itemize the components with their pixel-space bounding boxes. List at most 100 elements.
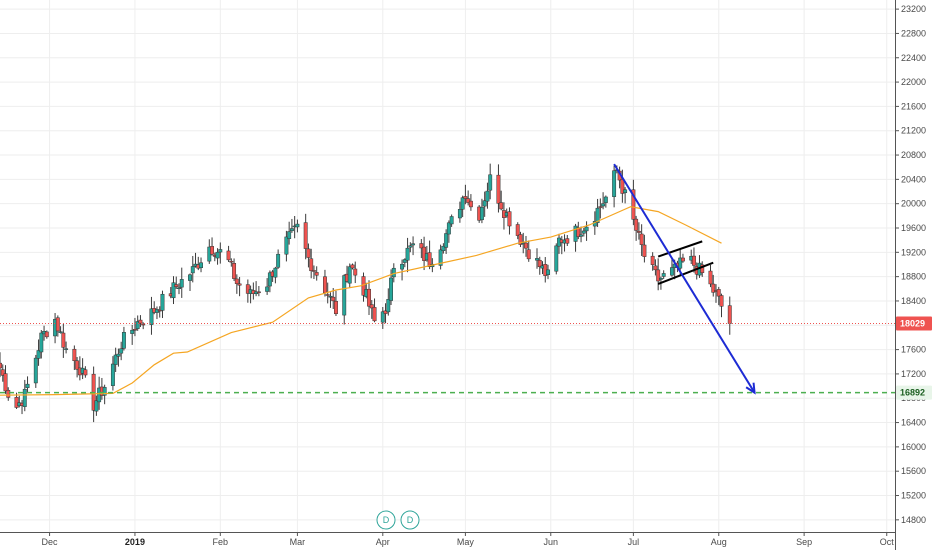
candle-down bbox=[524, 242, 528, 249]
y-tick-label: 14800 bbox=[901, 515, 926, 525]
candle-up bbox=[119, 348, 124, 354]
candle-up bbox=[116, 353, 121, 357]
candle-down bbox=[367, 288, 371, 307]
channel-lower-line[interactable] bbox=[657, 261, 714, 285]
y-tick-label: 15200 bbox=[901, 491, 926, 501]
candle-down bbox=[229, 260, 234, 263]
candle-down bbox=[518, 234, 523, 245]
y-tick-label: 20000 bbox=[901, 199, 926, 209]
candle-down bbox=[303, 222, 308, 249]
y-tick-label: 20400 bbox=[901, 174, 926, 184]
candle-up bbox=[380, 311, 385, 323]
candle-down bbox=[427, 252, 432, 267]
candle-up bbox=[485, 190, 490, 202]
candle-up bbox=[295, 223, 300, 228]
candle-down bbox=[353, 268, 358, 276]
candle-down bbox=[83, 369, 88, 376]
dividend-badge[interactable] bbox=[400, 510, 420, 530]
x-tick-label: Apr bbox=[376, 537, 390, 547]
y-tick-label: 22800 bbox=[901, 28, 926, 38]
candle-down bbox=[314, 272, 319, 276]
candle-down bbox=[642, 244, 647, 257]
candle-up bbox=[113, 354, 118, 365]
candle-down bbox=[468, 200, 473, 208]
candle-up bbox=[438, 249, 443, 266]
candle-up bbox=[171, 282, 176, 299]
candle-up bbox=[579, 234, 584, 237]
candle-down bbox=[369, 304, 374, 309]
candle-down bbox=[14, 397, 19, 408]
y-tick-label: 16000 bbox=[901, 442, 926, 452]
candle-up bbox=[188, 274, 192, 281]
candle-down bbox=[232, 263, 237, 279]
candle-up bbox=[554, 245, 559, 272]
candle-up bbox=[199, 262, 203, 268]
candle-down bbox=[700, 264, 705, 273]
channel-upper-line[interactable] bbox=[657, 240, 703, 258]
candle-down bbox=[234, 278, 239, 284]
candle-up bbox=[179, 279, 184, 288]
dividend-badge[interactable] bbox=[376, 510, 396, 530]
candle-up bbox=[25, 383, 30, 388]
candle-up bbox=[402, 259, 407, 263]
candle-down bbox=[174, 284, 179, 287]
candle-down bbox=[226, 250, 231, 261]
x-tick-label: Mar bbox=[290, 537, 306, 547]
candle-down bbox=[6, 390, 11, 398]
candle-up bbox=[661, 273, 666, 277]
candle-up bbox=[405, 247, 410, 261]
candle-up bbox=[391, 267, 396, 278]
dividend-badge-label: D bbox=[407, 515, 414, 525]
candle-up bbox=[347, 266, 352, 284]
candle-down bbox=[306, 248, 311, 258]
candle-up bbox=[287, 231, 292, 239]
candle-up bbox=[135, 321, 140, 329]
y-tick-label: 21200 bbox=[901, 126, 926, 136]
target-price-tag bbox=[896, 385, 932, 400]
candle-up bbox=[160, 293, 165, 311]
candle-down bbox=[650, 255, 655, 265]
candle-up bbox=[479, 206, 484, 221]
candle-down bbox=[323, 276, 327, 293]
candle-down bbox=[256, 291, 261, 294]
candle-down bbox=[44, 331, 49, 338]
dividend-badge-label: D bbox=[383, 515, 390, 525]
candle-up bbox=[603, 196, 608, 203]
target-price-tag-label: 16892 bbox=[900, 388, 925, 398]
y-tick-label: 15600 bbox=[901, 466, 926, 476]
candle-down bbox=[3, 373, 8, 392]
candle-up bbox=[276, 253, 281, 268]
candle-up bbox=[22, 388, 27, 407]
candle-up bbox=[581, 230, 586, 234]
y-tick-label: 20800 bbox=[901, 150, 926, 160]
candle-down bbox=[499, 202, 504, 210]
candle-down bbox=[727, 305, 732, 324]
candle-up bbox=[411, 243, 416, 246]
candle-down bbox=[466, 198, 471, 203]
x-tick-label: Sep bbox=[796, 537, 812, 547]
trend-arrow-line[interactable] bbox=[613, 163, 756, 394]
candle-up bbox=[658, 277, 663, 280]
candle-up bbox=[482, 200, 487, 207]
candle-down bbox=[565, 238, 570, 244]
candle-up bbox=[441, 245, 446, 252]
trend-arrow-head bbox=[745, 382, 756, 395]
candle-up bbox=[121, 332, 126, 349]
current-price-tag-label: 18029 bbox=[900, 319, 925, 329]
candle-down bbox=[334, 300, 338, 315]
candle-up bbox=[457, 209, 462, 219]
candle-up bbox=[149, 308, 154, 325]
candle-up bbox=[386, 299, 391, 313]
candle-down bbox=[383, 310, 388, 314]
candle-down bbox=[463, 196, 468, 199]
candle-down bbox=[245, 284, 250, 294]
candle-up bbox=[177, 287, 181, 290]
candle-up bbox=[190, 266, 195, 274]
candle-up bbox=[58, 331, 63, 333]
x-tick-label: Oct bbox=[880, 537, 895, 547]
candle-up bbox=[218, 249, 223, 253]
candle-up bbox=[535, 258, 539, 261]
x-tick-label: Dec bbox=[42, 537, 59, 547]
